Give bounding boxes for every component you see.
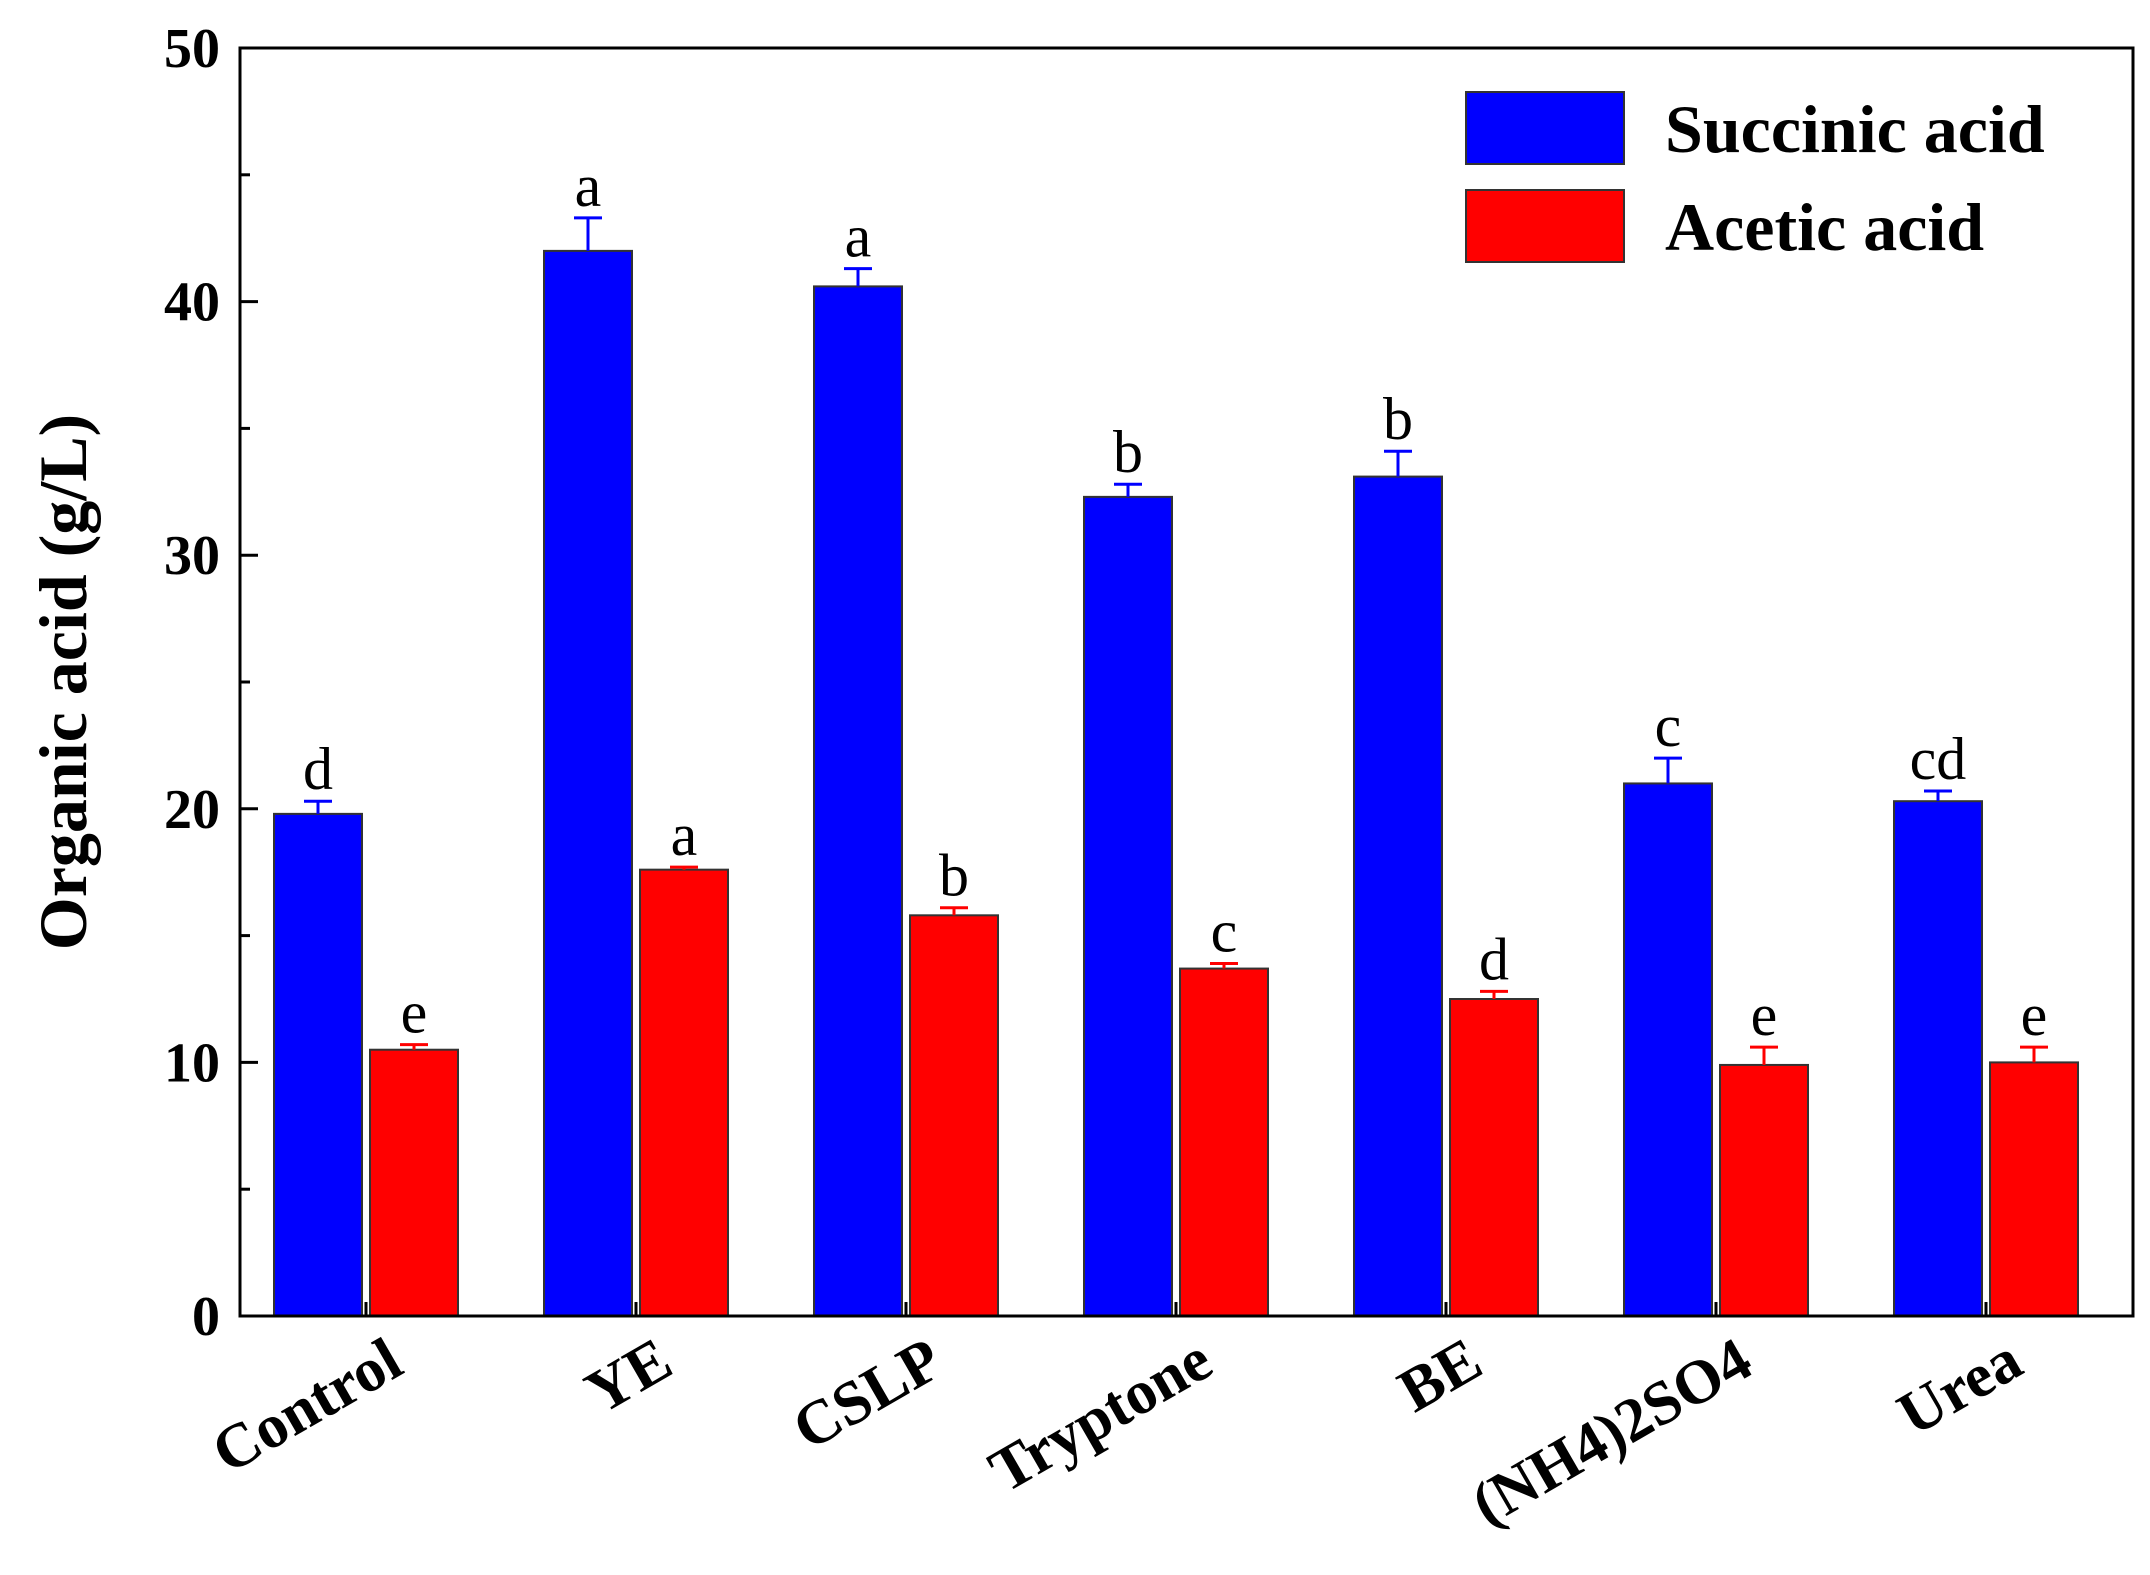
y-tick-label: 0	[192, 1286, 220, 1348]
x-tick-label: Urea	[1887, 1325, 2033, 1449]
legend: Succinic acid Acetic acid	[1465, 91, 2045, 265]
significance-label: c	[1655, 693, 1682, 759]
bar-succinic	[1893, 800, 1983, 1317]
legend-label-succinic: Succinic acid	[1665, 91, 2045, 167]
significance-label: a	[845, 204, 872, 270]
y-tick-label: 20	[164, 779, 220, 841]
y-tick-label: 50	[164, 18, 220, 80]
bar-acetic	[639, 868, 729, 1317]
legend-swatch-succinic	[1465, 91, 1625, 165]
bar-acetic	[1179, 967, 1269, 1317]
bar-succinic	[543, 249, 633, 1317]
y-tick-label: 40	[164, 272, 220, 334]
bar-acetic	[1449, 998, 1539, 1317]
bar-succinic	[1623, 782, 1713, 1317]
y-tick-label: 30	[164, 525, 220, 587]
significance-label: a	[671, 802, 698, 868]
x-axis: Control YE CSLP Tryptone BE(NH4)2SO4 Urea	[201, 1302, 2033, 1539]
significance-labels: d e a a a b b c b d c e cd e	[303, 153, 2047, 1048]
bar-acetic	[909, 914, 999, 1317]
significance-label: d	[303, 736, 333, 802]
significance-label: e	[1751, 982, 1778, 1048]
bar-succinic	[1353, 475, 1443, 1318]
significance-label: c	[1211, 898, 1238, 964]
bar-acetic	[369, 1048, 459, 1317]
x-tick-label: YE	[574, 1325, 683, 1427]
significance-label: cd	[1910, 726, 1967, 792]
significance-label: b	[939, 843, 969, 909]
y-tick-label: 10	[164, 1032, 220, 1094]
x-tick-label: CSLP	[782, 1325, 953, 1463]
significance-label: e	[401, 980, 428, 1046]
significance-label: a	[575, 153, 602, 219]
bar-succinic	[813, 285, 903, 1317]
bar-succinic	[273, 812, 363, 1317]
bar-acetic	[1719, 1063, 1809, 1318]
bars-layer	[273, 216, 2079, 1318]
x-tick-label: (NH4)2SO4	[1461, 1325, 1763, 1539]
legend-swatch-acetic	[1465, 189, 1625, 263]
x-tick-label: Control	[201, 1325, 413, 1487]
significance-label: d	[1479, 926, 1509, 992]
significance-label: b	[1113, 419, 1143, 485]
x-tick-label: BE	[1387, 1325, 1493, 1425]
significance-label: b	[1383, 386, 1413, 452]
legend-label-acetic: Acetic acid	[1665, 189, 1984, 265]
y-axis: 0 10 20 30 40 50	[164, 18, 258, 1348]
significance-label: e	[2021, 982, 2048, 1048]
bar-succinic	[1083, 495, 1173, 1317]
y-axis-label: Organic acid (g/L)	[25, 414, 101, 950]
x-tick-label: Tryptone	[978, 1325, 1223, 1506]
bar-acetic	[1989, 1061, 2079, 1318]
